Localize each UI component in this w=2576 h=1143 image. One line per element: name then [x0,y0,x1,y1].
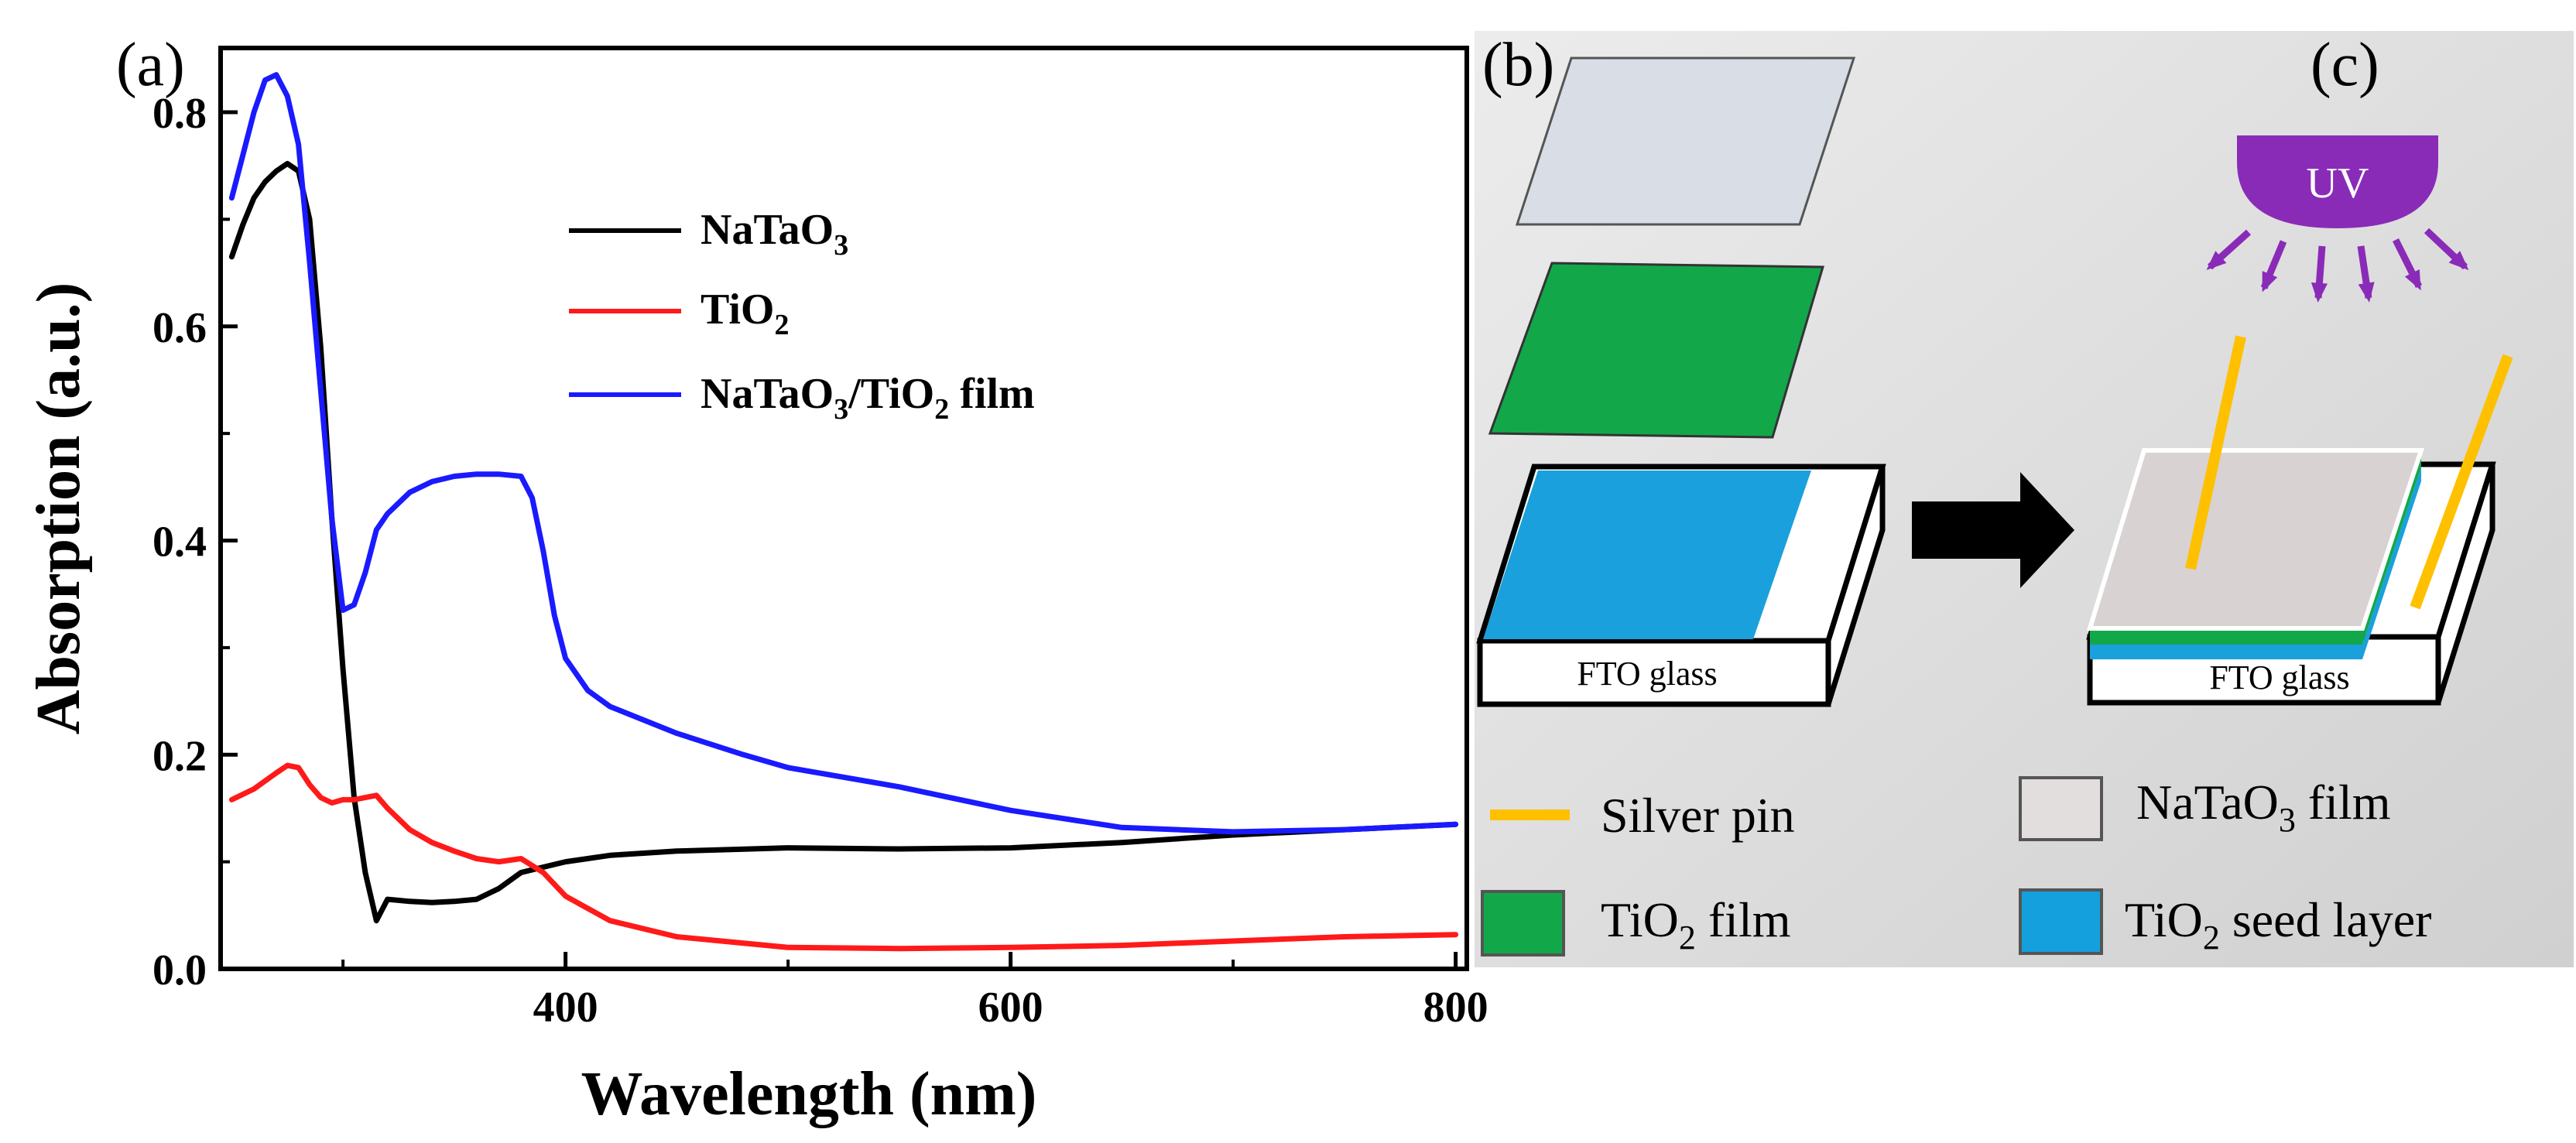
uv-ray-head [2311,282,2328,303]
uv-rays [2206,228,2469,303]
uv-ray-head [2206,251,2227,270]
uv-ray-head [2448,251,2469,271]
y-tick-label: 0.4 [152,518,207,566]
legend-label-tio2-seed-layer: TiO2 seed layer [2125,892,2431,956]
fto-glass-label-right: FTO glass [2209,659,2349,696]
x-tick-label: 800 [1423,984,1488,1032]
legend-swatch-natao3-film [2019,776,2103,841]
legend-label-composite: NaTaO3/TiO2 film [701,370,1035,426]
series-line-1 [228,762,1459,952]
x-tick-label: 400 [533,984,598,1032]
silver-pin-1 [2185,335,2246,570]
y-tick-label: 0.8 [152,90,207,138]
schematic-legend: Silver pin NaTaO3 film TiO2 film TiO2 se… [1481,775,2431,956]
legend-label-natao3-film: NaTaO3 film [2136,775,2391,839]
x-axis: 400 600 800 [341,952,1488,1032]
fto-side-face [1825,465,1886,706]
uv-lamp-body [2237,135,2438,228]
y-axis: 0.0 0.2 0.4 0.6 0.8 [152,90,238,994]
chart-legend: NaTaO3 TiO2 NaTaO3/TiO2 film [569,206,1035,426]
series-line-0 [228,160,1459,924]
y-axis-title: Absorption (a.u.) [25,282,93,735]
uv-ray-head [2358,282,2375,303]
series-line-2 [228,72,1459,835]
fto-substrate-left: FTO glass [1476,464,1886,707]
uv-ray-head [2262,271,2278,293]
assembled-natao3-film [2086,448,2425,631]
device-schematic: (b) (c) FTO glass FTO glass [1475,31,2574,967]
silver-pin-2 [2410,354,2513,610]
x-axis-title: Wavelength (nm) [581,1060,1037,1128]
legend-label-tio2-film: TiO2 film [1601,892,1791,956]
legend-label-natao3: NaTaO3 [701,206,848,262]
tio2-film-plate [1488,262,1824,439]
legend-label-silver-pin: Silver pin [1601,788,1795,843]
panel-a-label: (a) [116,31,185,99]
process-arrow [1912,472,2074,588]
natao3-layer-plate [1515,56,1856,226]
y-tick-label: 0.0 [152,946,207,994]
data-series [228,72,1459,952]
y-tick-label: 0.2 [152,732,207,780]
panel-b-label: (b) [1482,31,1554,99]
legend-swatch-tio2-seed-layer [2019,888,2103,955]
y-tick-label: 0.6 [152,304,207,352]
uv-ray-head [2404,269,2421,291]
fto-right-side-face [2435,463,2496,704]
x-tick-label: 600 [978,984,1043,1032]
legend-swatch-tio2-film [1481,890,1565,956]
fto-glass-label-left: FTO glass [1577,655,1717,693]
absorption-chart: (a) 0.0 0.2 0.4 0.6 0.8 400 600 800 Wavelength… [25,31,1488,1128]
uv-label: UV [2307,159,2369,207]
fto-substrate-right: FTO glass [2086,335,2513,706]
uv-lamp: UV [2206,135,2469,303]
legend-label-tio2: TiO2 [701,286,789,341]
seed-layer-plate [1483,471,1811,639]
panel-c-label: (c) [2311,31,2379,99]
plot-frame [218,46,1469,971]
